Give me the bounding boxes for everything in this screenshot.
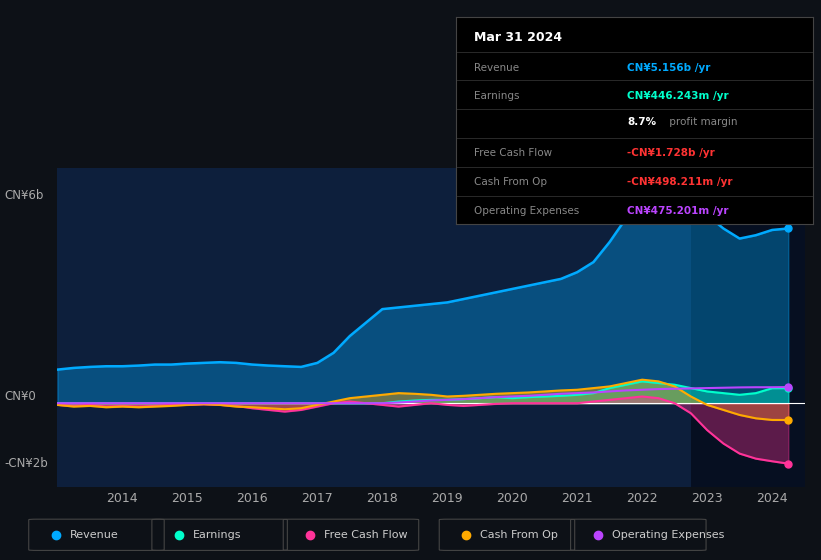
Text: Earnings: Earnings <box>474 91 519 101</box>
Text: 8.7%: 8.7% <box>627 118 656 128</box>
Text: Free Cash Flow: Free Cash Flow <box>324 530 408 540</box>
Text: Operating Expenses: Operating Expenses <box>612 530 724 540</box>
Text: Operating Expenses: Operating Expenses <box>474 206 579 216</box>
Text: CN¥475.201m /yr: CN¥475.201m /yr <box>627 206 728 216</box>
Text: -CN¥2b: -CN¥2b <box>4 458 48 470</box>
Text: Revenue: Revenue <box>70 530 118 540</box>
Text: CN¥0: CN¥0 <box>4 390 36 403</box>
Bar <box>691 168 805 487</box>
Text: Revenue: Revenue <box>474 63 519 73</box>
Text: CN¥6b: CN¥6b <box>4 189 44 202</box>
Text: Earnings: Earnings <box>193 530 241 540</box>
Text: Mar 31 2024: Mar 31 2024 <box>474 31 562 44</box>
Text: CN¥446.243m /yr: CN¥446.243m /yr <box>627 91 729 101</box>
Text: CN¥5.156b /yr: CN¥5.156b /yr <box>627 63 710 73</box>
Text: Cash From Op: Cash From Op <box>480 530 558 540</box>
Text: profit margin: profit margin <box>667 118 738 128</box>
Text: Cash From Op: Cash From Op <box>474 176 547 186</box>
Text: -CN¥1.728b /yr: -CN¥1.728b /yr <box>627 147 715 157</box>
Text: Free Cash Flow: Free Cash Flow <box>474 147 552 157</box>
Text: -CN¥498.211m /yr: -CN¥498.211m /yr <box>627 176 732 186</box>
